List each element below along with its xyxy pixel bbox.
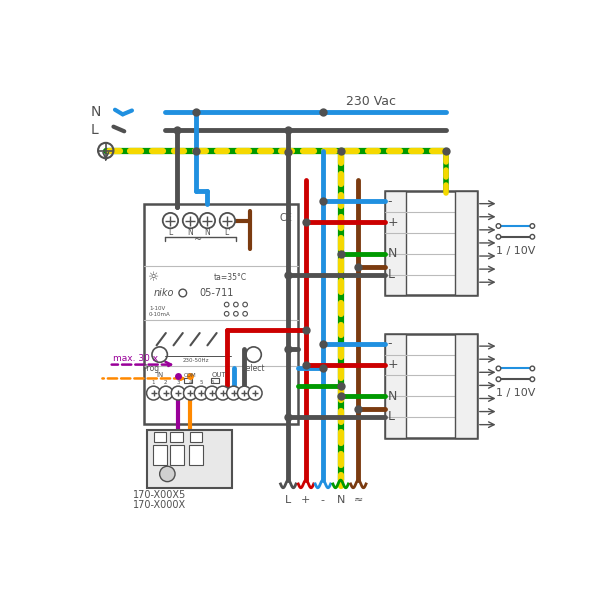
Text: -: - — [388, 195, 392, 208]
Circle shape — [220, 213, 235, 229]
Text: -: - — [388, 337, 392, 350]
Circle shape — [496, 366, 501, 371]
Circle shape — [163, 213, 178, 229]
Text: 5: 5 — [199, 380, 203, 385]
Text: +: + — [388, 215, 398, 229]
Text: 1: 1 — [152, 380, 155, 385]
Text: 1 / 10V: 1 / 10V — [496, 388, 535, 398]
Text: ☼: ☼ — [148, 271, 159, 284]
Circle shape — [496, 377, 501, 382]
Circle shape — [160, 466, 175, 482]
Bar — [184, 377, 192, 383]
Circle shape — [530, 224, 535, 229]
Circle shape — [227, 386, 241, 400]
Text: OUT: OUT — [212, 373, 226, 379]
Circle shape — [496, 235, 501, 239]
Text: ≈: ≈ — [353, 495, 363, 505]
Bar — [211, 377, 219, 383]
Text: CE: CE — [280, 213, 293, 223]
Circle shape — [200, 213, 215, 229]
Text: 6: 6 — [210, 380, 214, 385]
Text: Prog: Prog — [142, 364, 159, 373]
Text: L': L' — [224, 227, 230, 236]
Text: +: + — [301, 495, 311, 505]
Circle shape — [530, 366, 535, 371]
Circle shape — [216, 386, 230, 400]
Text: 170-X000X: 170-X000X — [133, 500, 186, 510]
Circle shape — [496, 224, 501, 229]
Text: L: L — [169, 227, 173, 236]
Text: Select: Select — [242, 364, 265, 373]
Text: N: N — [388, 247, 397, 260]
Text: L: L — [388, 268, 395, 281]
Circle shape — [238, 386, 251, 400]
Text: ~: ~ — [194, 235, 202, 245]
Circle shape — [159, 386, 173, 400]
Circle shape — [184, 386, 197, 400]
Bar — [385, 334, 406, 438]
Bar — [455, 191, 477, 295]
Text: ta=35°C: ta=35°C — [214, 273, 247, 282]
Text: 3: 3 — [176, 380, 180, 385]
Circle shape — [183, 213, 198, 229]
Bar — [170, 431, 183, 442]
Text: IN: IN — [156, 373, 163, 379]
Circle shape — [171, 386, 185, 400]
Circle shape — [205, 386, 219, 400]
Text: max. 30 x: max. 30 x — [113, 354, 158, 363]
Text: niko: niko — [154, 288, 174, 298]
Text: 2: 2 — [164, 380, 167, 385]
Bar — [385, 191, 477, 295]
Bar — [148, 430, 232, 488]
Text: N: N — [91, 105, 101, 119]
Text: 230 Vac: 230 Vac — [346, 95, 396, 108]
Text: L: L — [285, 495, 292, 505]
Bar — [385, 334, 477, 438]
Text: +: + — [388, 358, 398, 371]
Bar — [144, 205, 298, 424]
Text: 1-10V: 1-10V — [149, 306, 165, 311]
Text: 170-X00X5: 170-X00X5 — [133, 491, 186, 500]
Bar — [170, 445, 184, 464]
Text: 1 / 10V: 1 / 10V — [496, 245, 535, 256]
Text: 05-711: 05-711 — [200, 288, 234, 298]
Circle shape — [146, 386, 160, 400]
Bar — [190, 431, 202, 442]
Bar — [153, 445, 167, 464]
Text: N: N — [337, 495, 345, 505]
Text: N: N — [188, 227, 193, 236]
Circle shape — [248, 386, 262, 400]
Text: N: N — [388, 389, 397, 403]
Text: COM: COM — [184, 373, 197, 378]
Text: 230-50Hz: 230-50Hz — [182, 358, 209, 363]
Text: 0-10mA: 0-10mA — [149, 312, 170, 317]
Bar — [154, 431, 166, 442]
Text: 4: 4 — [189, 380, 192, 385]
Circle shape — [530, 377, 535, 382]
Bar — [455, 334, 477, 438]
Text: L: L — [91, 123, 98, 137]
Circle shape — [530, 235, 535, 239]
Circle shape — [194, 386, 208, 400]
Text: L: L — [388, 410, 395, 424]
Text: -: - — [321, 495, 325, 505]
Bar — [385, 191, 406, 295]
Text: N: N — [205, 227, 210, 236]
Bar — [189, 445, 203, 464]
